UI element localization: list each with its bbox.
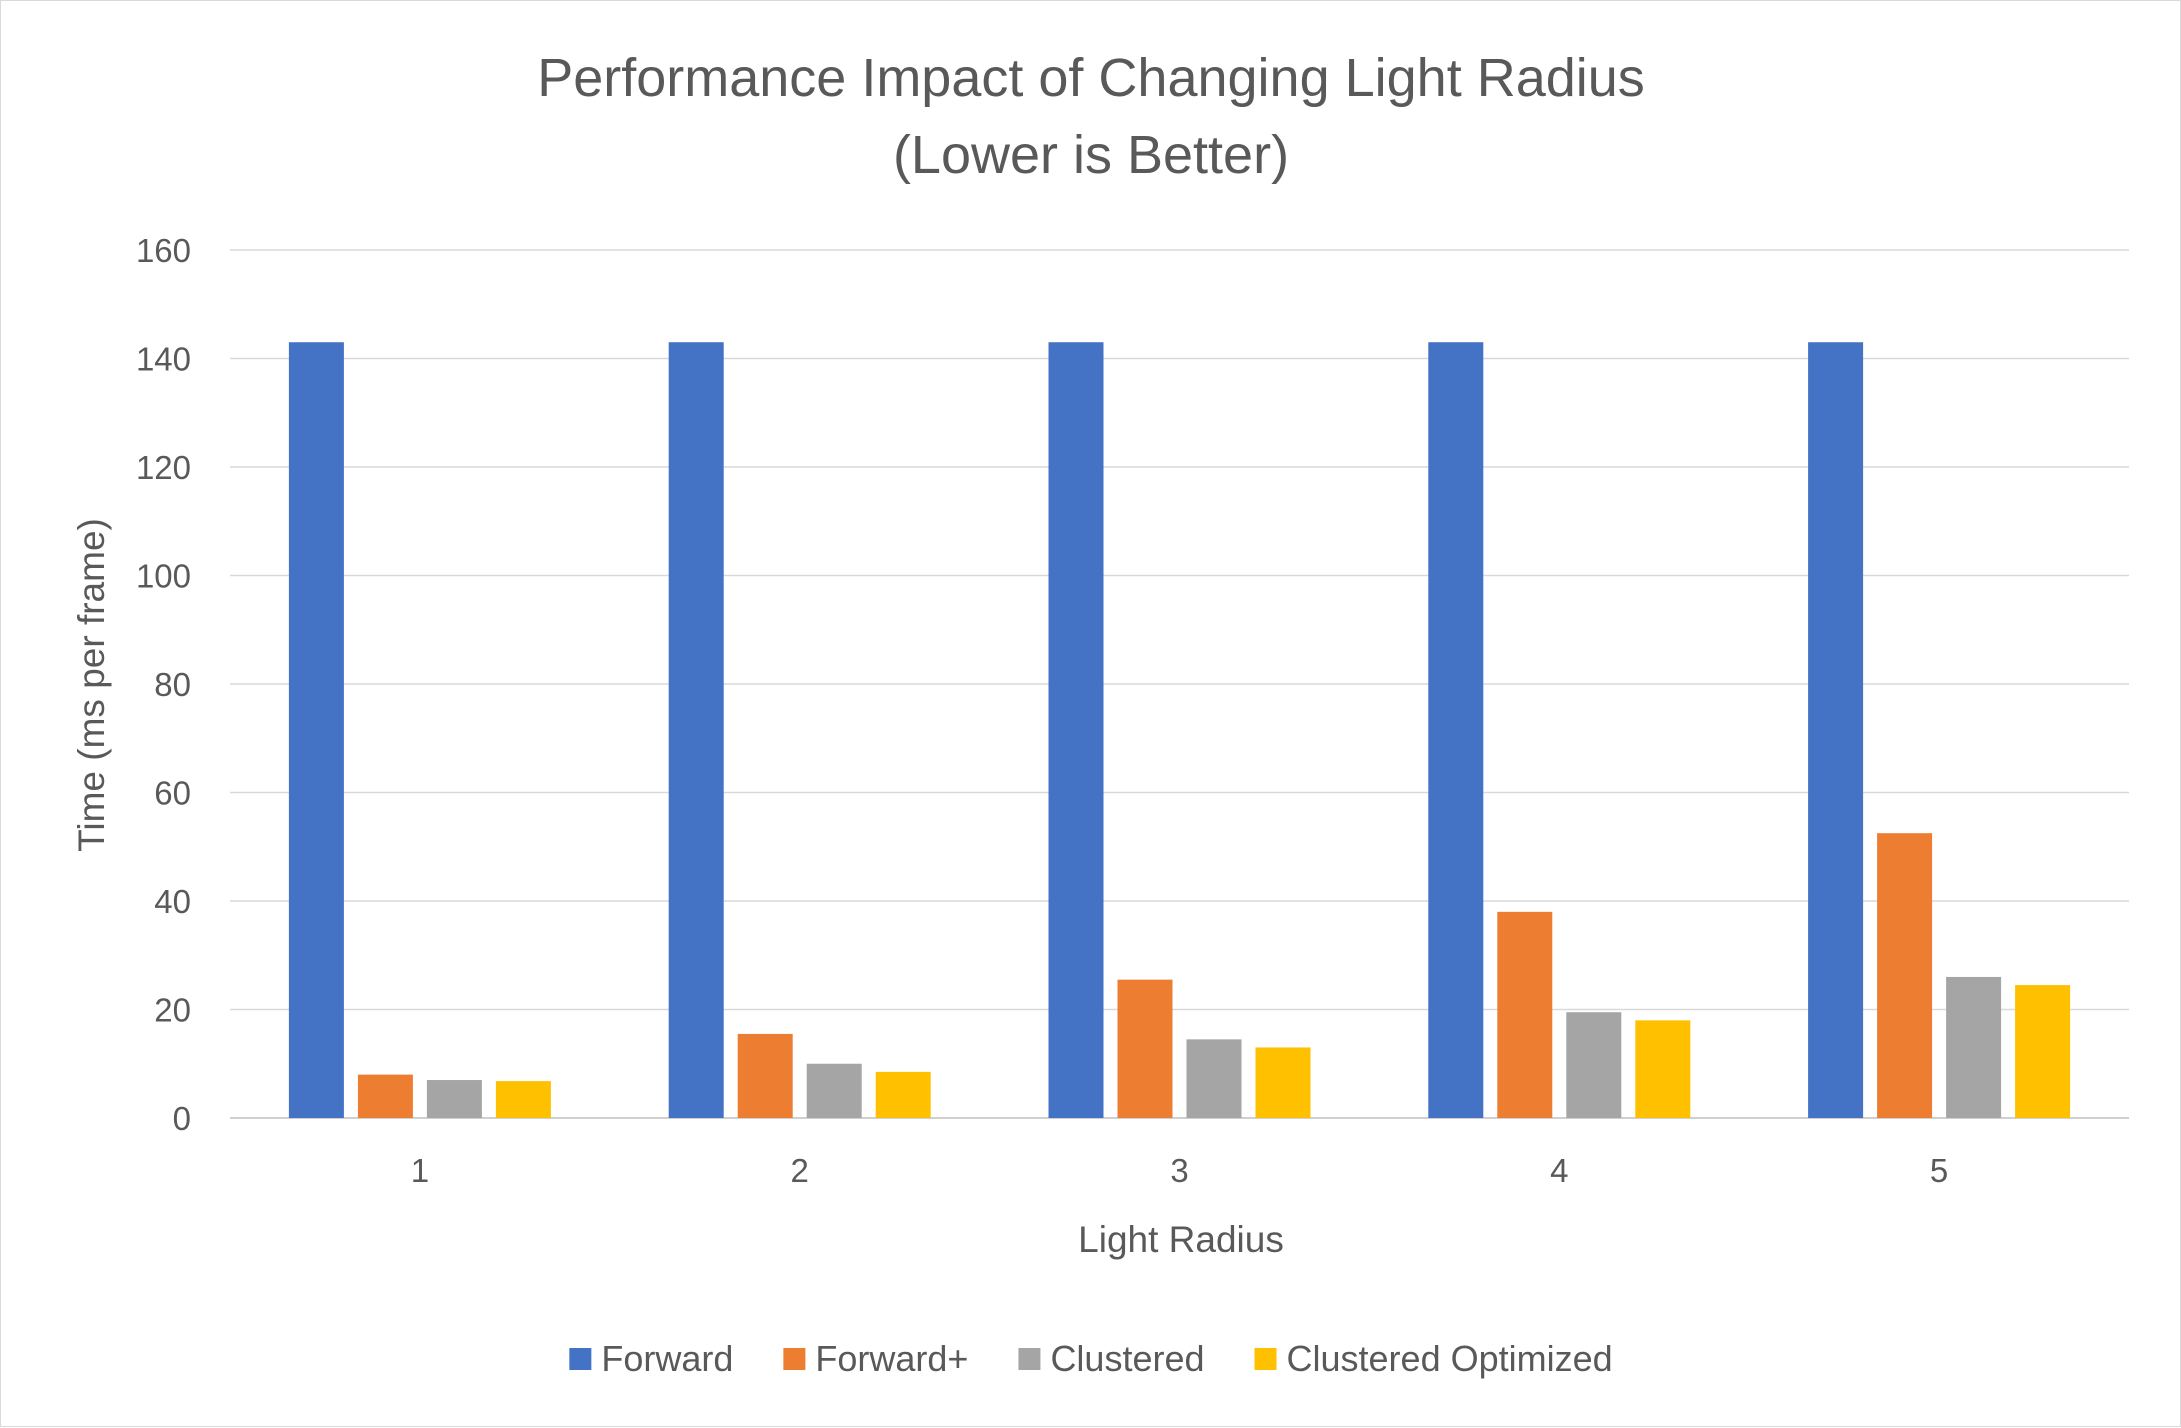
bar-forward--2 [737,1033,793,1118]
x-tick-label: 2 [791,1152,809,1189]
y-tick-label: 100 [136,558,191,595]
bar-clustered-5 [1946,976,2002,1118]
legend: Forward Forward+ Clustered Clustered Optimi… [569,1338,1613,1379]
bar-forward-3 [1048,342,1104,1119]
y-tick-label: 0 [173,1100,191,1137]
bar-clustered-optimized-2 [875,1071,931,1118]
y-tick-label: 40 [154,883,191,920]
bar-clustered-4 [1566,1012,1622,1118]
y-tick-label: 120 [136,449,191,486]
bar-forward--4 [1497,911,1553,1118]
legend-item-clustered: Clustered [1018,1338,1205,1379]
legend-label: Forward [601,1338,733,1379]
bar-forward-1 [288,342,344,1119]
x-axis-ticks: 1 2 3 4 5 [411,1152,1949,1189]
x-tick-label: 3 [1170,1152,1188,1189]
bar-clustered-optimized-1 [495,1081,551,1118]
legend-swatch [1254,1348,1277,1370]
x-tick-label: 4 [1550,1152,1568,1189]
legend-item-forward: Forward [569,1338,733,1379]
legend-swatch [569,1348,592,1370]
bar-clustered-optimized-3 [1255,1047,1311,1118]
legend-swatch [783,1348,806,1370]
legend-label: Clustered Optimized [1287,1338,1613,1379]
legend-label: Clustered [1050,1338,1204,1379]
bar-forward-5 [1808,342,1864,1119]
bar-clustered-3 [1186,1039,1242,1118]
bar-clustered-2 [806,1063,862,1118]
y-tick-label: 140 [136,341,191,378]
x-tick-label: 1 [411,1152,429,1189]
y-axis-ticks: 0 20 40 60 80 100 120 140 160 [136,232,191,1137]
chart-title-line-1: Performance Impact of Changing Light Rad… [537,48,1645,108]
bars [288,342,2071,1119]
bar-forward--1 [357,1074,413,1118]
bar-forward--3 [1117,979,1173,1118]
y-tick-label: 80 [154,666,191,703]
bar-forward--5 [1877,833,1933,1118]
bar-forward-2 [668,342,724,1119]
bar-clustered-optimized-5 [2015,985,2071,1118]
legend-item-clustered-optimized: Clustered Optimized [1254,1338,1613,1379]
x-tick-label: 5 [1930,1152,1948,1189]
legend-label: Forward+ [815,1338,968,1379]
y-tick-label: 160 [136,232,191,269]
legend-item-forward-: Forward+ [783,1338,968,1379]
chart-title-line-2: (Lower is Better) [893,125,1289,185]
bar-forward-4 [1428,342,1484,1119]
x-axis-title: Light Radius [1078,1219,1284,1260]
bar-clustered-1 [426,1080,482,1118]
legend-swatch [1018,1348,1041,1370]
y-tick-label: 20 [154,992,191,1029]
y-axis-title: Time (ms per frame) [71,518,112,852]
bar-clustered-optimized-4 [1635,1020,1691,1118]
y-tick-label: 60 [154,775,191,812]
